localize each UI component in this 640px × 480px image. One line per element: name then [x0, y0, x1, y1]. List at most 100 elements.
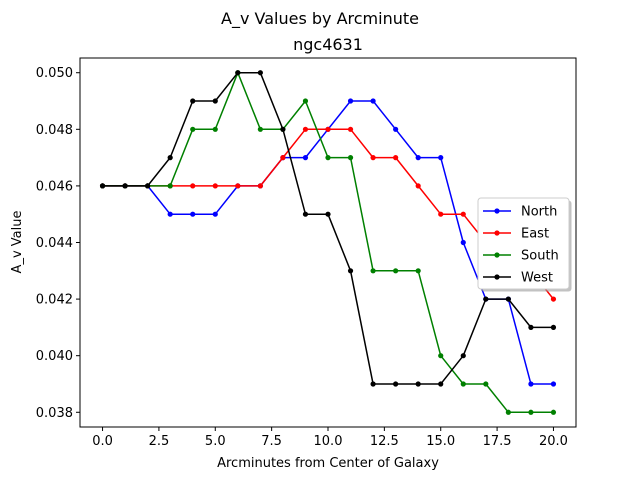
data-point-west	[393, 381, 399, 387]
data-point-east	[325, 126, 331, 132]
data-point-west	[212, 98, 218, 104]
data-point-north	[393, 126, 399, 132]
legend-item-south: South	[483, 249, 559, 264]
axis-ticks: 0.0 2.5 5.0 7.5 10.0 12.5 15.0 17.5 20.0 0.038 0.0…	[36, 66, 568, 449]
data-point-west	[167, 155, 173, 161]
data-point-east	[393, 155, 399, 161]
x-tick-label: 2.5	[149, 434, 170, 449]
data-point-west	[460, 353, 466, 359]
x-tick-label: 5.0	[205, 434, 226, 449]
data-point-east	[280, 155, 286, 161]
data-point-north	[347, 98, 354, 104]
data-point-east	[347, 126, 354, 132]
legend-item-north: North	[483, 205, 557, 220]
plot-content	[99, 70, 557, 415]
data-point-west	[99, 183, 106, 189]
data-point-north	[190, 211, 196, 217]
x-tick-label: 7.5	[261, 434, 282, 449]
data-point-west	[257, 70, 263, 76]
data-point-south	[550, 409, 557, 415]
data-point-south	[325, 155, 331, 161]
data-point-west	[528, 324, 534, 330]
data-point-west	[550, 324, 557, 330]
data-point-east	[415, 183, 421, 189]
data-point-north	[550, 381, 557, 387]
legend-label-east: East	[521, 227, 549, 242]
y-tick-label: 0.038	[36, 406, 73, 421]
series-west	[99, 70, 557, 387]
data-point-west	[505, 296, 511, 302]
y-tick-label: 0.048	[36, 123, 73, 138]
data-point-east	[550, 296, 557, 302]
data-point-south	[167, 183, 173, 189]
data-point-south	[505, 409, 511, 415]
x-axis-label: Arcminutes from Center of Galaxy	[217, 456, 439, 471]
y-tick-label: 0.044	[36, 236, 73, 251]
x-tick-label: 15.0	[426, 434, 455, 449]
data-point-west	[347, 268, 354, 274]
data-point-east	[302, 126, 309, 132]
data-point-south	[302, 98, 309, 104]
data-point-north	[167, 211, 173, 217]
data-point-west	[370, 381, 376, 387]
data-point-north	[370, 98, 376, 104]
data-point-south	[415, 268, 421, 274]
data-point-east	[438, 211, 444, 217]
data-point-east	[257, 183, 263, 189]
y-tick-label: 0.040	[36, 349, 73, 364]
x-tick-label: 20.0	[539, 434, 568, 449]
legend: North East South West	[477, 197, 572, 292]
data-point-east	[370, 155, 376, 161]
data-point-south	[190, 126, 196, 132]
data-point-west	[302, 211, 309, 217]
data-point-north	[528, 381, 534, 387]
data-point-west	[190, 98, 196, 104]
data-point-west	[438, 381, 444, 387]
legend-label-west: West	[521, 271, 553, 286]
data-point-east	[190, 183, 196, 189]
y-axis-label: A_v Value	[10, 211, 25, 274]
legend-box	[477, 197, 570, 290]
data-point-west	[280, 126, 286, 132]
data-point-south	[483, 381, 489, 387]
data-point-east	[235, 183, 241, 189]
legend-marker-south	[494, 252, 500, 258]
data-point-north	[212, 211, 218, 217]
data-point-west	[122, 183, 128, 189]
y-tick-label: 0.042	[36, 293, 73, 308]
data-point-north	[302, 155, 309, 161]
legend-item-east: East	[483, 227, 549, 242]
data-point-south	[347, 155, 354, 161]
chart-suptitle: A_v Values by Arcminute	[221, 9, 419, 29]
data-point-east	[460, 211, 466, 217]
data-point-south	[212, 126, 218, 132]
data-point-south	[460, 381, 466, 387]
data-point-north	[438, 155, 444, 161]
data-point-south	[438, 353, 444, 359]
data-point-east	[212, 183, 218, 189]
x-tick-label: 0.0	[92, 434, 113, 449]
data-point-west	[415, 381, 421, 387]
y-tick-label: 0.046	[36, 179, 73, 194]
x-tick-label: 17.5	[483, 434, 512, 449]
legend-label-south: South	[521, 249, 559, 264]
legend-marker-east	[494, 230, 500, 236]
data-point-south	[528, 409, 534, 415]
legend-marker-west	[494, 274, 500, 280]
chart-title: ngc4631	[293, 35, 363, 54]
data-point-south	[370, 268, 376, 274]
legend-marker-north	[494, 208, 500, 214]
legend-label-north: North	[521, 205, 557, 220]
data-point-north	[415, 155, 421, 161]
legend-item-west: West	[483, 271, 553, 286]
data-point-south	[393, 268, 399, 274]
data-point-west	[483, 296, 489, 302]
data-point-west	[145, 183, 151, 189]
y-tick-label: 0.050	[36, 66, 73, 81]
data-point-south	[257, 126, 263, 132]
data-point-north	[460, 239, 466, 246]
data-point-west	[325, 211, 331, 217]
data-point-west	[235, 70, 241, 76]
plot-border	[79, 57, 577, 428]
x-tick-label: 12.5	[370, 434, 399, 449]
